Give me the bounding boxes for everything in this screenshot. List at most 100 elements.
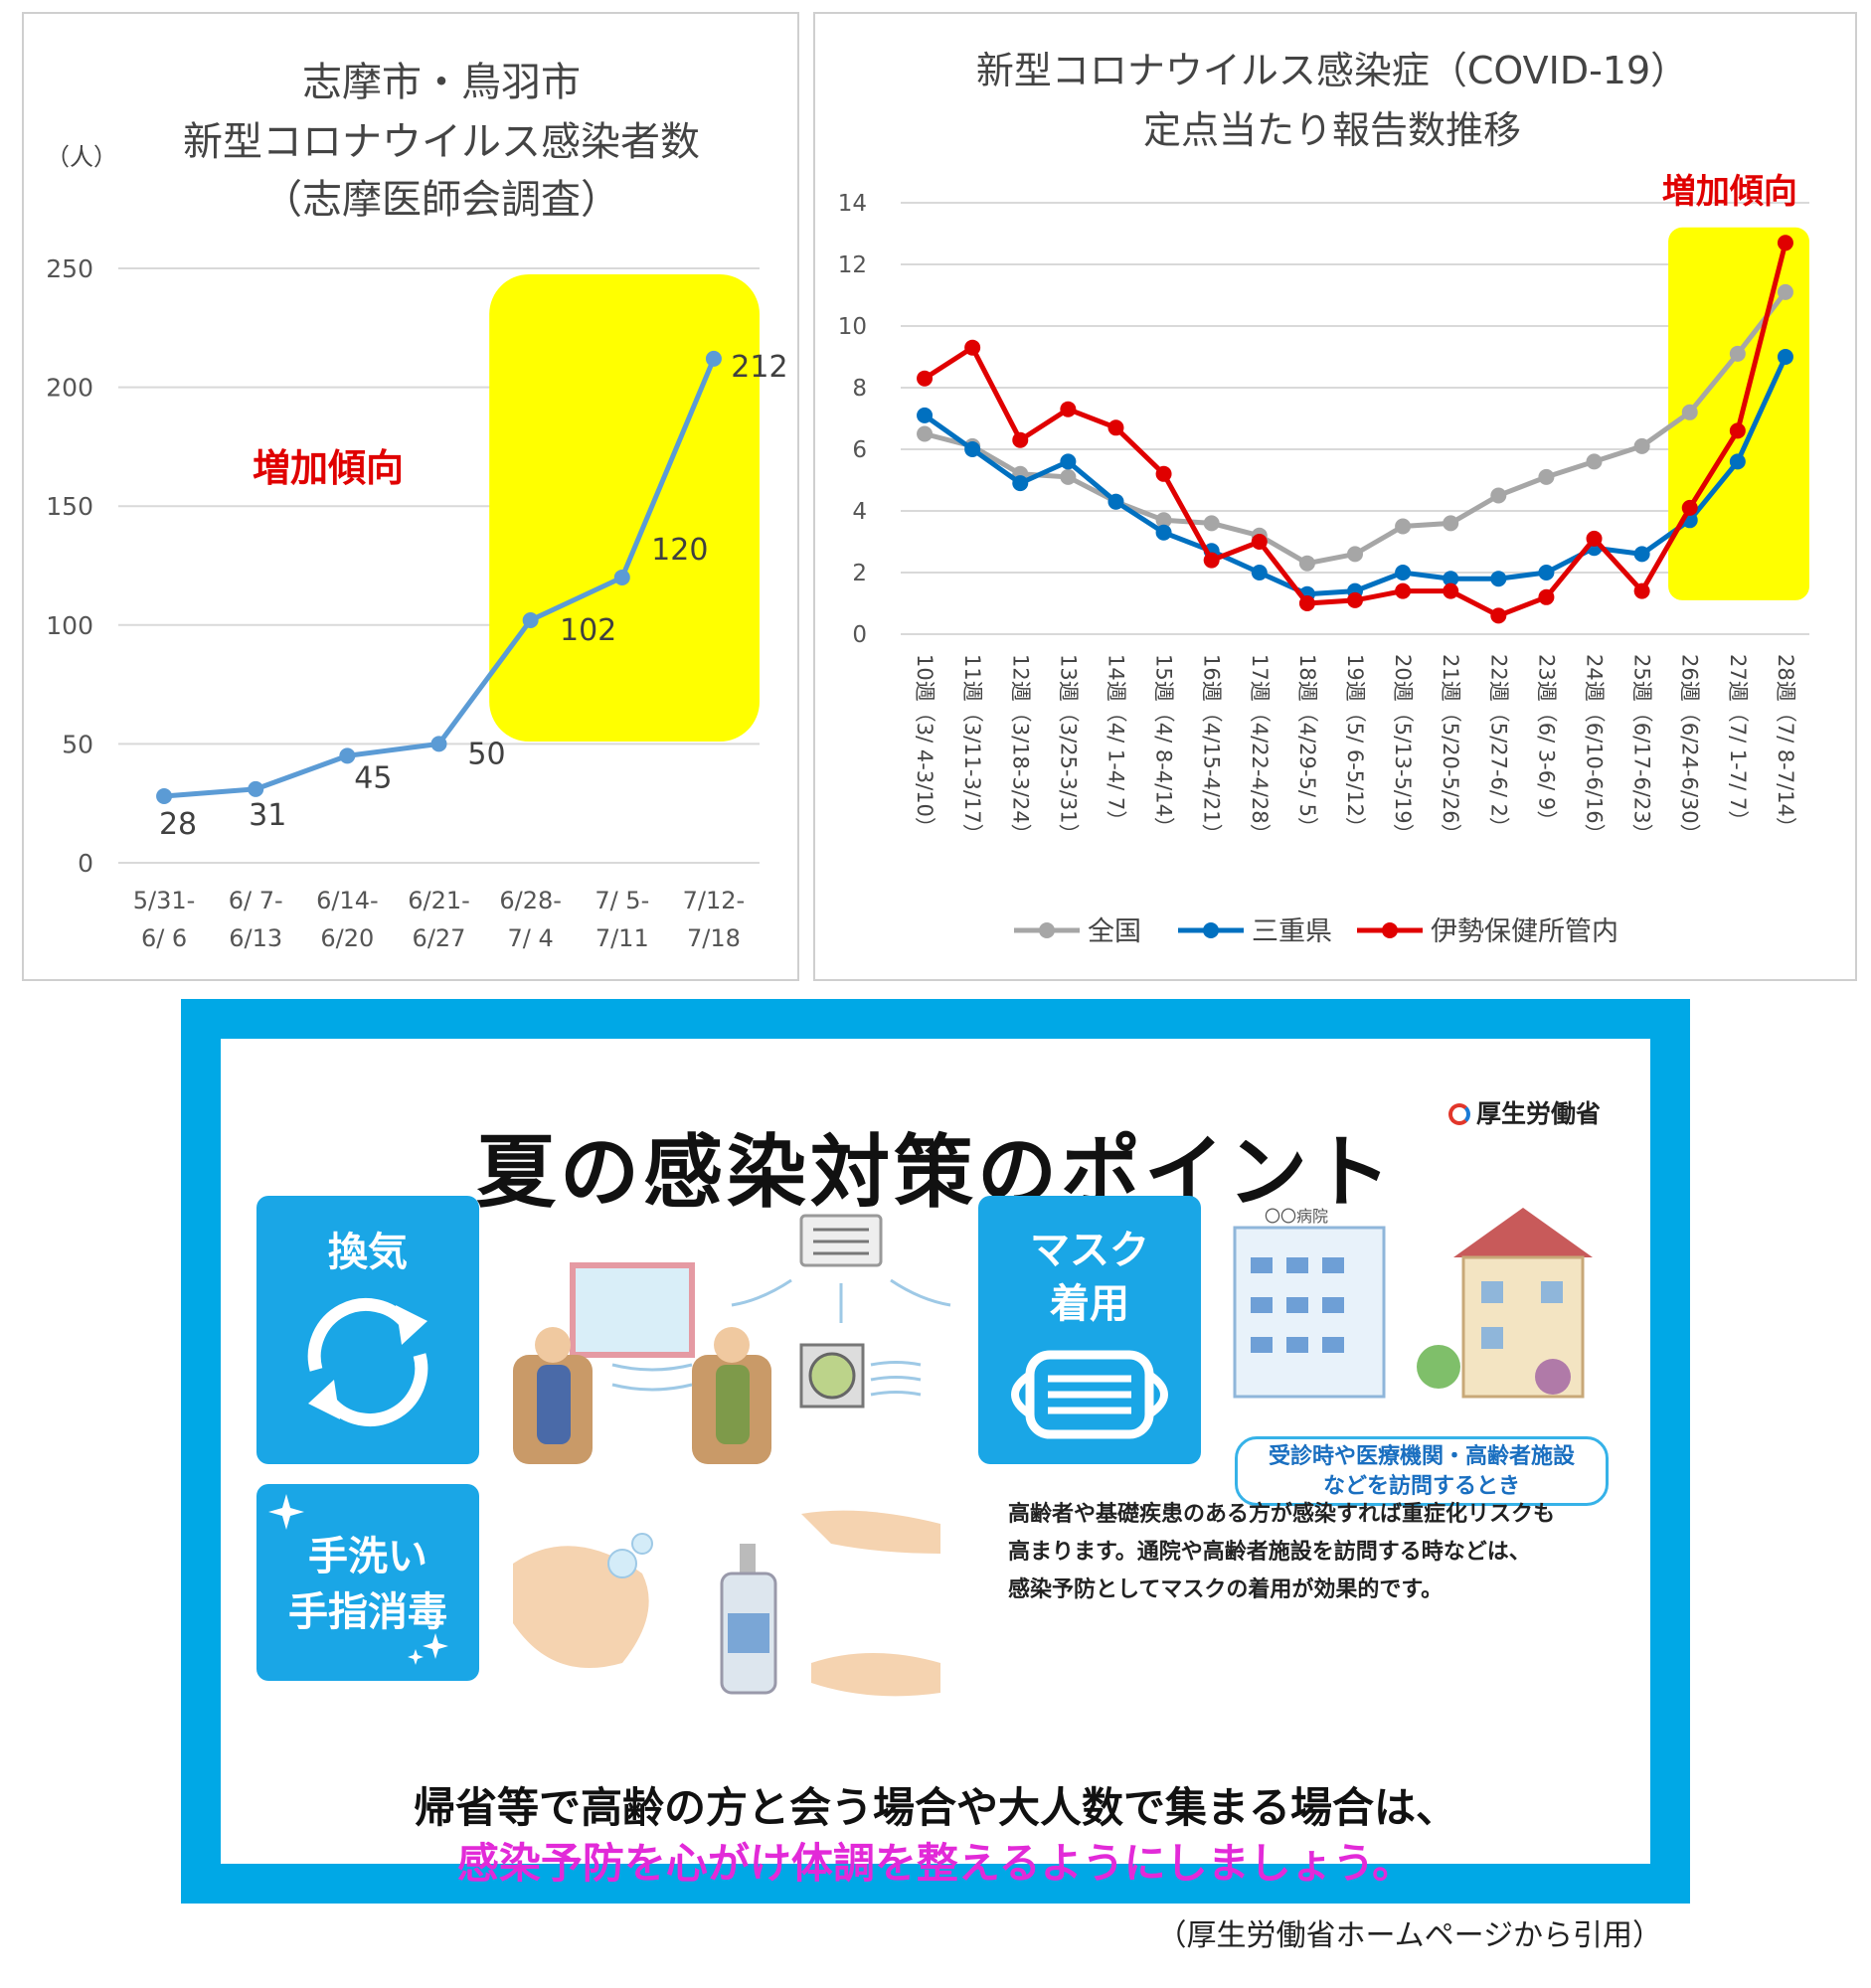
chart2-title-line1: 新型コロナウイルス感染症（COVID-19） bbox=[976, 49, 1688, 92]
chart2-title-line2: 定点当たり報告数推移 bbox=[1143, 108, 1521, 152]
chart2-y-tick-label: 10 bbox=[838, 314, 867, 340]
chart2-point bbox=[1298, 595, 1315, 611]
chart2-x-tick-label: 21週（5/20-5/26） bbox=[1439, 654, 1462, 845]
mask-description-line3: 感染予防としてマスクの着用が効果的です。 bbox=[1008, 1577, 1444, 1602]
chart1-point bbox=[705, 350, 722, 367]
chart2-point bbox=[1633, 546, 1650, 563]
chart2-legend-swatch-dot bbox=[1039, 922, 1055, 938]
chart1-y-tick-label: 100 bbox=[46, 611, 93, 640]
ventilation-fan-icon bbox=[799, 1343, 922, 1408]
mhlw-logo: 厚生労働省 bbox=[1447, 1094, 1601, 1130]
sanitizer-bottle-icon bbox=[720, 1544, 777, 1695]
chart2-point bbox=[917, 370, 934, 387]
chart1-x-tick-label: 6/27 bbox=[413, 924, 466, 952]
sentinel-report-chart: 新型コロナウイルス感染症（COVID-19） 定点当たり報告数推移 増加傾向 0… bbox=[813, 12, 1857, 981]
chart2-point bbox=[1251, 534, 1268, 550]
chart1-x-tick-label: 7/ 4 bbox=[508, 924, 554, 952]
chart1-data-label: 31 bbox=[249, 798, 286, 833]
handwash-tile: 手洗い 手指消毒 bbox=[256, 1484, 479, 1681]
chart1-point bbox=[339, 747, 356, 764]
hand-top-icon bbox=[801, 1510, 940, 1554]
chart2-x-tick-label: 20週（5/13-5/19） bbox=[1391, 654, 1415, 845]
chart2-x-tick-label: 23週（6/ 3-6/ 9） bbox=[1534, 654, 1558, 831]
chart1-x-tick-label: 5/31- bbox=[133, 887, 196, 914]
chart1-x-tick-label: 6/13 bbox=[229, 924, 282, 952]
chart2-trend-annotation: 増加傾向 bbox=[1662, 172, 1797, 212]
chart2-x-tick-label: 22週（5/27-6/ 2） bbox=[1486, 654, 1510, 838]
chart2-x-tick-label: 27週（7/ 1-7/ 7） bbox=[1726, 654, 1750, 831]
chart1-x-tick-label: 6/ 6 bbox=[141, 924, 187, 952]
chart2-point bbox=[1155, 465, 1172, 482]
chart1-highlight-group bbox=[489, 274, 760, 742]
chart2-x-tick-label: 15週（4/ 8-4/14） bbox=[1152, 654, 1176, 838]
chart2-x-tick-label: 11週（3/11-3/17） bbox=[960, 654, 984, 845]
chart1-highlight-box bbox=[489, 274, 760, 742]
hospital-building-icon: 〇〇病院 bbox=[1233, 1207, 1386, 1399]
chart1-point bbox=[522, 612, 539, 629]
chart1-data-label: 50 bbox=[467, 737, 505, 771]
mhlw-logo-text: 厚生労働省 bbox=[1475, 1099, 1601, 1128]
chart2-point bbox=[1777, 235, 1793, 251]
source-note: （厚生労働省ホームページから引用） bbox=[1156, 1918, 1663, 1953]
chart1-y-ticks: 0 50 100 150 200 250 bbox=[46, 254, 93, 878]
chart1-x-tick-label: 7/ 5- bbox=[595, 887, 649, 914]
poster-message-line2: 感染予防を心がけ体調を整えるようにしましょう。 bbox=[456, 1839, 1415, 1888]
chart2-series-line bbox=[924, 290, 1787, 567]
chart2-point bbox=[1490, 487, 1507, 504]
hospital-sign: 〇〇病院 bbox=[1265, 1207, 1328, 1226]
handwash-label-line2: 手指消毒 bbox=[288, 1589, 447, 1635]
chart1-y-tick-label: 50 bbox=[62, 730, 93, 758]
chart1-y-tick-label: 250 bbox=[46, 254, 93, 283]
chart2-gridlines bbox=[901, 202, 1809, 635]
chart2-x-tick-label: 24週（6/10-6/16） bbox=[1583, 654, 1607, 845]
woman-in-chair-icon bbox=[513, 1327, 593, 1464]
chart2-point bbox=[1060, 468, 1077, 485]
mask-description-line1: 高齢者や基礎疾患のある方が感染すれば重症化リスクも bbox=[1008, 1502, 1556, 1527]
chart1-point bbox=[156, 788, 173, 805]
chart2-y-tick-label: 8 bbox=[852, 376, 867, 402]
chart2-point bbox=[1155, 512, 1172, 529]
local-cases-chart-svg: 志摩市・鳥羽市 新型コロナウイルス感染者数 （志摩医師会調査） （人） 0 50 1… bbox=[46, 60, 788, 952]
chart1-data-labels: 28 31 45 50 102 120 212 bbox=[159, 350, 788, 842]
mask-description-line2: 高まります。通院や高齢者施設を訪問する時などは、 bbox=[1008, 1540, 1531, 1565]
chart1-y-tick-label: 200 bbox=[46, 374, 93, 403]
visit-note-line1: 受診時や医療機関・高齢者施設 bbox=[1268, 1444, 1575, 1469]
chart2-y-tick-label: 14 bbox=[838, 191, 867, 217]
chart2-y-tick-label: 12 bbox=[838, 252, 867, 278]
chart1-x-tick-label: 6/28- bbox=[499, 887, 562, 914]
summer-infection-poster: 厚生労働省 夏の感染対策のポイント 換気 bbox=[181, 999, 1690, 1904]
chart1-x-tick-label: 7/11 bbox=[595, 924, 649, 952]
chart2-point bbox=[1203, 515, 1220, 532]
chart2-point bbox=[1347, 546, 1363, 563]
chart1-y-tick-label: 0 bbox=[78, 849, 93, 878]
chart2-point bbox=[964, 441, 981, 457]
chart2-series-全国 bbox=[917, 283, 1793, 572]
chart1-x-tick-label: 7/18 bbox=[687, 924, 741, 952]
chart2-point bbox=[1395, 565, 1412, 580]
chart1-data-label: 45 bbox=[354, 760, 392, 795]
chart2-legend-label: 全国 bbox=[1088, 916, 1141, 947]
poster-message-line1: 帰省等で高齢の方と会う場合や大人数で集まる場合は、 bbox=[413, 1783, 1457, 1832]
chart1-y-tick-label: 150 bbox=[46, 492, 93, 521]
facility-illustration: 〇〇病院 bbox=[1233, 1207, 1593, 1399]
chart2-point bbox=[1395, 518, 1412, 535]
chart1-gridlines bbox=[118, 267, 760, 864]
chart2-point bbox=[1633, 437, 1650, 454]
chart2-point bbox=[1251, 565, 1268, 580]
chart1-title-line1: 志摩市・鳥羽市 bbox=[302, 60, 581, 105]
mhlw-logo-icon bbox=[1447, 1103, 1470, 1125]
chart2-point bbox=[964, 339, 981, 356]
chart2-point bbox=[1538, 468, 1555, 485]
care-home-icon bbox=[1417, 1208, 1593, 1399]
mask-tile: マスク 着用 bbox=[978, 1196, 1201, 1464]
chart2-y-tick-label: 4 bbox=[852, 499, 867, 525]
handwash-illustration bbox=[513, 1510, 940, 1697]
chart1-y-unit: （人） bbox=[46, 143, 117, 171]
chart2-point bbox=[1490, 607, 1507, 624]
chart1-x-tick-label: 7/12- bbox=[683, 887, 746, 914]
chart2-y-tick-label: 6 bbox=[852, 437, 867, 463]
chart1-data-label: 120 bbox=[651, 533, 708, 568]
hand-bottom-icon bbox=[811, 1653, 940, 1697]
chart2-point bbox=[917, 425, 934, 442]
sentinel-report-chart-svg: 新型コロナウイルス感染症（COVID-19） 定点当たり報告数推移 増加傾向 0… bbox=[838, 49, 1809, 947]
